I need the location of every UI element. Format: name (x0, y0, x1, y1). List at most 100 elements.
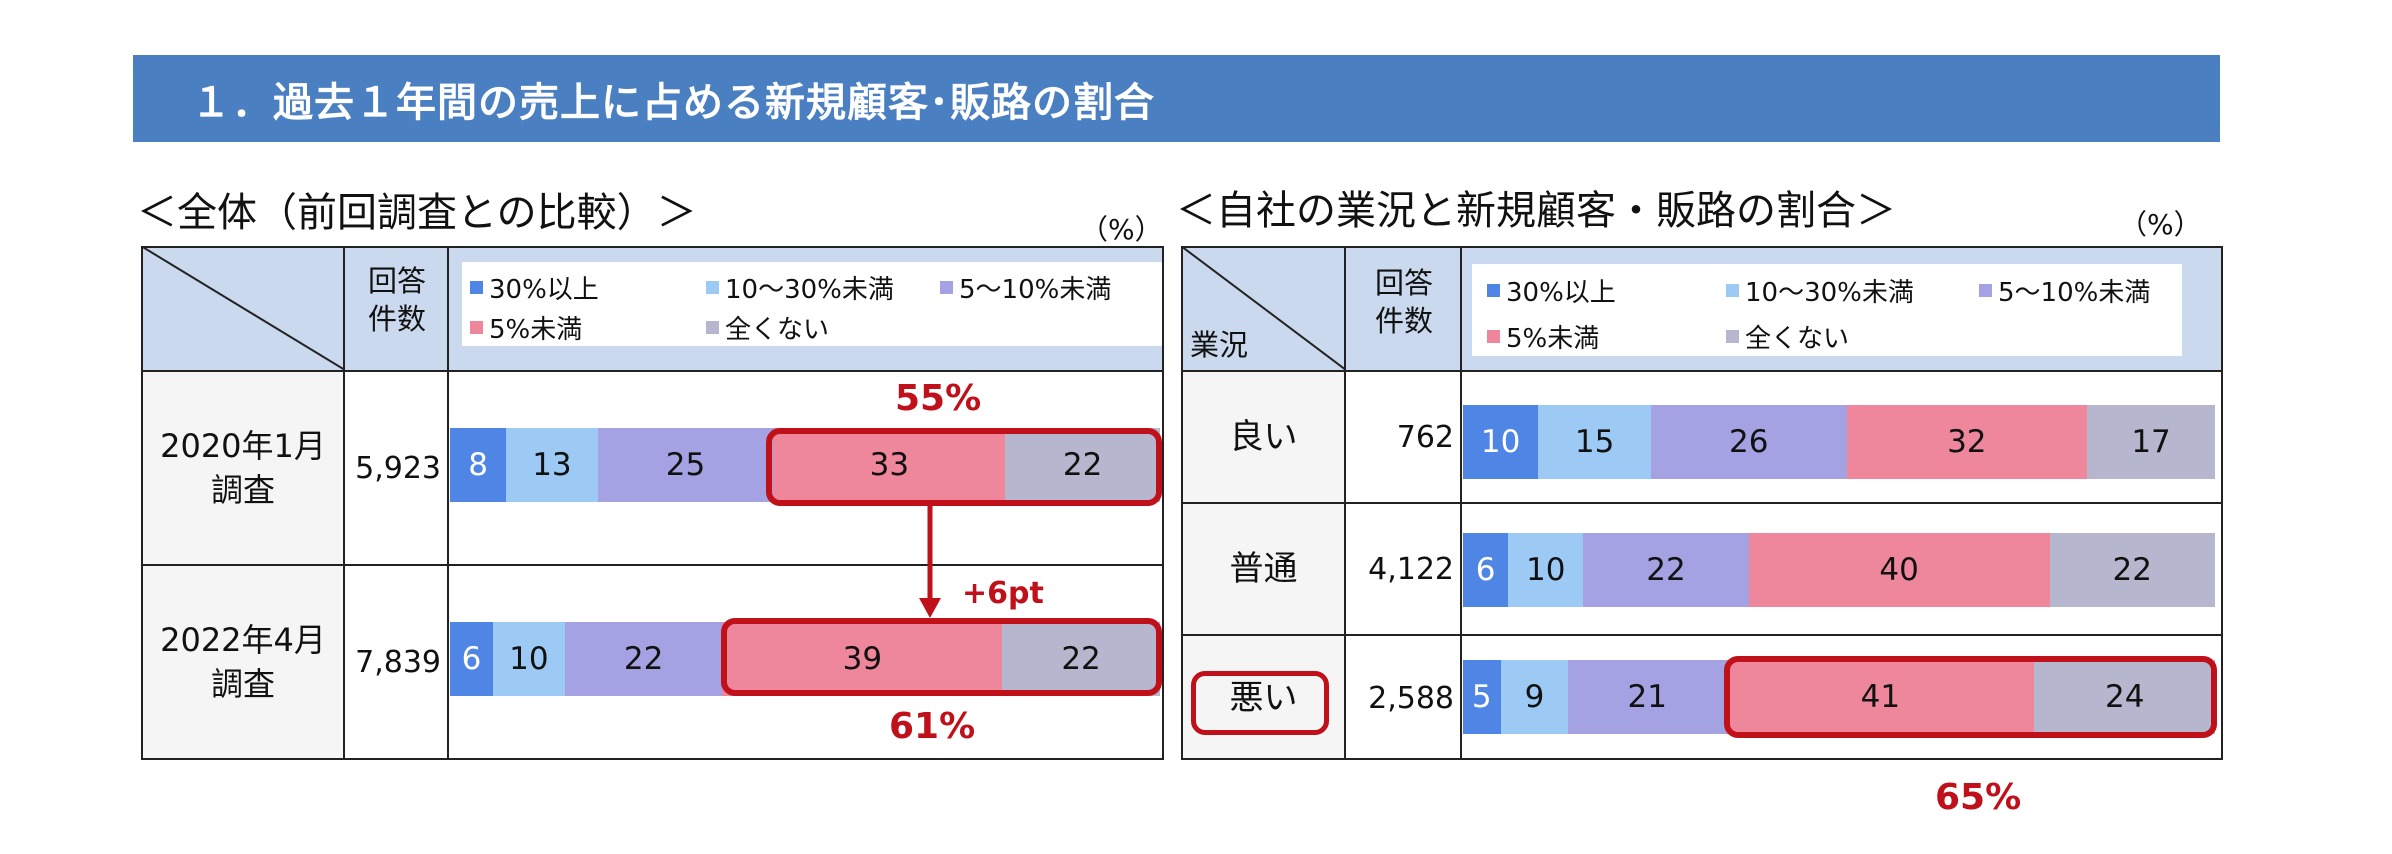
legend-swatch (470, 281, 483, 294)
left-count-2020: 5,923 (355, 450, 441, 486)
bar-value-label: 22 (1062, 447, 1103, 483)
legend-swatch (706, 321, 719, 334)
right-legend-item-2: 5～10%未満 (1979, 272, 2150, 309)
right-row-label-normal: 普通 (1183, 504, 1344, 634)
grid-line (343, 246, 345, 760)
legend-label: 5～10%未満 (959, 275, 1112, 305)
right-highlight-bad (1724, 656, 2217, 738)
legend-swatch (1979, 284, 1992, 297)
left-count-2022: 7,839 (355, 644, 441, 680)
grid-line (1162, 246, 1164, 760)
legend-label: 10～30%未満 (1745, 278, 1914, 308)
right-row-label-bad: 悪い (1183, 636, 1344, 760)
bar-value-label: 32 (1947, 424, 1987, 460)
right-bar-good: 10 15 26 32 17 (1463, 405, 2215, 479)
right-bad-label-highlight (1191, 671, 1329, 735)
legend-label: 5～10%未満 (1998, 278, 2151, 308)
left-legend (462, 262, 1162, 346)
bar-value-label: 22 (1646, 552, 1686, 588)
annotation-2020-total: 55% (895, 378, 982, 419)
legend-swatch (470, 321, 483, 334)
grid-line (1344, 246, 1346, 760)
bar-value-label: 21 (1627, 679, 1667, 715)
change-arrow-icon (919, 506, 941, 618)
legend-label: 30%以上 (1506, 278, 1616, 308)
left-legend-item-0: 30%以上 (470, 269, 599, 306)
grid-line (1181, 246, 2223, 248)
bar-value-label: 26 (1729, 424, 1769, 460)
bar-value-label: 25 (665, 447, 706, 483)
bar-value-label: 22 (2112, 552, 2152, 588)
right-bar-segment-3: 40 (1748, 533, 2050, 607)
grid-line (1181, 370, 2223, 372)
left-legend-item-3: 5%未満 (470, 309, 582, 346)
legend-swatch (1726, 284, 1739, 297)
left-bar-segment-2: 22 (564, 622, 723, 696)
left-bar-segment-1: 13 (506, 428, 598, 502)
grid-line (141, 758, 1164, 760)
left-unit-label: （%） (1080, 213, 1163, 246)
left-count-header-line1: 回答 (367, 264, 426, 298)
bar-value-label: 6 (1475, 552, 1496, 588)
bar-value-label: 22 (623, 641, 664, 677)
right-bar-segment-4: 17 (2087, 405, 2215, 479)
bar-value-label: 10 (1480, 424, 1521, 460)
bar-value-label: 10 (1525, 552, 1566, 588)
bar-value-label: 8 (468, 447, 488, 483)
right-bar-segment-1: 10 (1508, 533, 1584, 607)
right-bar-segment-4: 24 (2034, 660, 2215, 734)
left-chart-title: ＜全体（前回調査との比較）＞ (137, 190, 697, 236)
bar-value-label: 13 (532, 447, 572, 483)
grid-line (1181, 502, 2223, 504)
bar-value-label: 5 (1471, 679, 1492, 715)
left-row-label-2020: 2020年1月 調査 (143, 372, 343, 564)
annotation-bad-total: 65% (1935, 777, 2022, 818)
left-bar-segment-4: 22 (1005, 428, 1160, 502)
right-legend-item-3: 5%未満 (1487, 318, 1599, 355)
right-bar-segment-3: 41 (1726, 660, 2035, 734)
grid-line (447, 246, 449, 760)
right-bar-normal: 6 10 22 40 22 (1463, 533, 2215, 607)
legend-label: 10～30%未満 (725, 275, 894, 305)
grid-line (141, 370, 1164, 372)
right-bar-segment-1: 9 (1500, 660, 1569, 734)
right-bar-segment-0: 10 (1463, 405, 1539, 479)
bar-value-label: 39 (842, 641, 883, 677)
legend-label: 全くない (725, 315, 830, 345)
right-bar-segment-2: 26 (1650, 405, 1847, 479)
right-legend-item-1: 10～30%未満 (1726, 272, 1914, 309)
right-unit-label: （%） (2119, 208, 2202, 241)
left-row-label-2022: 2022年4月 調査 (143, 566, 343, 758)
left-bar-2022: 6 10 22 39 22 (450, 622, 1160, 696)
grid-line (1181, 246, 1183, 760)
right-count-header: 回答 件数 (1346, 264, 1462, 340)
right-bar-segment-3: 32 (1846, 405, 2088, 479)
banner-title: １．過去１年間の売上に占める新規顧客･販路の割合 (191, 79, 1155, 126)
right-row-header-label: 業況 (1190, 328, 1249, 362)
left-bar-segment-3: 33 (773, 428, 1006, 502)
left-legend-item-2: 5～10%未満 (940, 269, 1111, 306)
right-row-label-good: 良い (1183, 372, 1344, 502)
grid-line (141, 246, 1164, 248)
bar-value-label: 22 (1061, 641, 1101, 677)
right-bar-bad: 5 9 21 41 24 (1463, 660, 2215, 734)
annotation-2022-total: 61% (889, 706, 976, 747)
row-label-line2: 調査 (210, 665, 275, 703)
section-banner: １．過去１年間の売上に占める新規顧客･販路の割合 (133, 55, 2220, 142)
right-header-diagonal (1181, 246, 1346, 370)
right-bar-segment-4: 22 (2049, 533, 2215, 607)
grid-line (1181, 634, 2223, 636)
left-count-header: 回答 件数 (345, 262, 449, 338)
left-bar-segment-1: 10 (493, 622, 565, 696)
bar-value-label: 10 (509, 641, 549, 677)
grid-line (1460, 246, 1462, 760)
left-bar-segment-2: 25 (597, 428, 774, 502)
right-count-normal: 4,122 (1368, 551, 1454, 587)
bar-value-label: 15 (1574, 424, 1615, 460)
grid-line (141, 246, 143, 760)
right-legend-item-4: 全くない (1726, 318, 1849, 355)
right-bar-segment-0: 5 (1463, 660, 1501, 734)
right-chart-title: ＜自社の業況と新規顧客・販路の割合＞ (1176, 188, 1896, 234)
left-bar-segment-4: 22 (1002, 622, 1160, 696)
legend-swatch (1726, 330, 1739, 343)
